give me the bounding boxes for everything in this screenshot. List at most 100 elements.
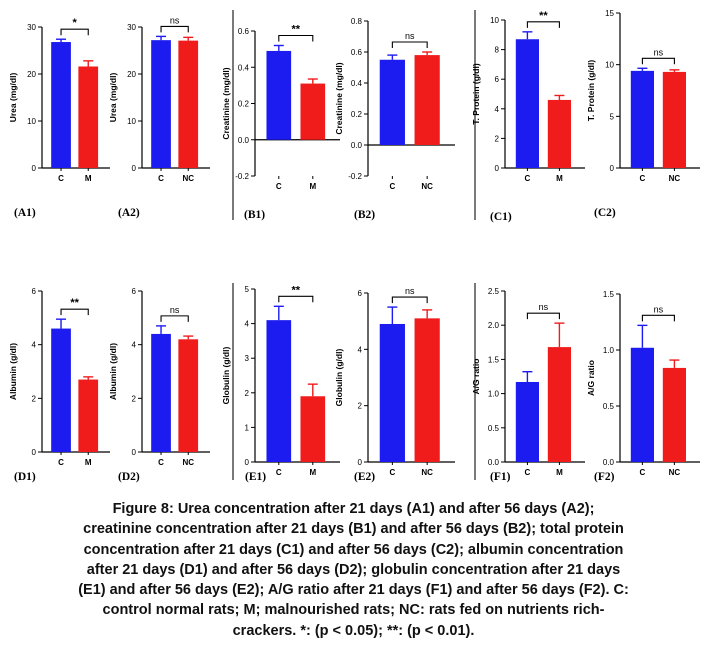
- significance-bracket: [160, 25, 189, 33]
- bar-c: [379, 59, 405, 145]
- panel-e1: 0 1 2 3 4 5 Globulin (g/dl) C M ** (E1): [221, 284, 340, 483]
- y-tick-label: 1.0: [488, 390, 500, 399]
- panel-d1: 0 2 4 6 Albumin (g/dl) C M ** (D1): [8, 287, 110, 483]
- x-tick-label: C: [158, 174, 164, 183]
- panel-label: (D2): [118, 471, 140, 483]
- significance-label: ns: [539, 302, 549, 312]
- y-tick-label: 0.0: [603, 458, 615, 467]
- y-tick-label: 2.5: [488, 287, 500, 296]
- significance-bracket: [391, 41, 428, 48]
- y-tick-label: 0: [132, 164, 137, 173]
- x-tick-label: NC: [669, 174, 681, 183]
- x-tick-label: C: [58, 458, 64, 467]
- x-tick-label: C: [389, 182, 395, 191]
- bar-c: [51, 42, 71, 168]
- y-tick-label: 10: [490, 16, 499, 25]
- caption-line: after 21 days (D1) and after 56 days (D2…: [86, 561, 621, 578]
- y-tick-label: 2: [132, 394, 137, 403]
- y-tick-label: 4: [495, 105, 500, 114]
- bar-c: [515, 39, 539, 168]
- panel-label: (C2): [594, 207, 616, 219]
- y-tick-label: 0.6: [238, 27, 250, 36]
- x-tick-label: NC: [182, 458, 194, 467]
- y-tick-label: 0.0: [488, 458, 500, 467]
- x-tick-label: C: [640, 174, 646, 183]
- panel-e2: 0 2 4 6 Globulin (g/dl) C NC ns (E2): [334, 286, 455, 483]
- x-tick-label: NC: [182, 174, 194, 183]
- panel-a1: 0 10 20 30 Urea (mg/dl) C M * (A1): [8, 17, 110, 219]
- y-tick-label: 0.5: [603, 402, 615, 411]
- significance-label: ns: [170, 305, 180, 315]
- significance-label: **: [292, 284, 301, 296]
- y-tick-label: 10: [605, 61, 614, 70]
- y-tick-label: 0.0: [351, 141, 363, 150]
- bar-m: [78, 66, 99, 168]
- y-tick-label: 2: [32, 394, 37, 403]
- bar-nc: [662, 71, 686, 168]
- y-tick-label: -0.2: [348, 172, 362, 181]
- y-tick-label: 6: [358, 289, 363, 298]
- y-tick-label: 20: [27, 70, 36, 79]
- panel-label: (E2): [354, 471, 375, 483]
- panel-label: (F1): [490, 471, 511, 483]
- y-tick-label: 2: [245, 389, 250, 398]
- bar-m: [547, 99, 571, 168]
- x-tick-label: C: [276, 468, 282, 477]
- significance-label: ns: [654, 304, 664, 314]
- y-axis-label: Urea (mg/dl): [8, 73, 18, 123]
- y-tick-label: 30: [27, 23, 36, 32]
- significance-bracket: [160, 315, 189, 322]
- significance-label: ns: [405, 286, 415, 296]
- x-tick-label: C: [525, 174, 531, 183]
- y-axis-label: Creatinine (mg/dl): [221, 67, 231, 139]
- bar-c: [151, 333, 171, 452]
- bar-m: [78, 379, 99, 452]
- bar-c: [266, 50, 292, 140]
- bar-c: [630, 347, 654, 462]
- bar-m: [300, 83, 326, 140]
- panel-label: (D1): [14, 471, 36, 483]
- y-tick-label: 4: [245, 320, 250, 329]
- y-tick-label: 0.4: [351, 79, 363, 88]
- y-tick-label: 0: [132, 448, 137, 457]
- panel-label: (C1): [490, 211, 512, 223]
- significance-bracket: [278, 34, 314, 42]
- y-tick-label: 0: [610, 164, 615, 173]
- significance-bracket: [641, 57, 675, 65]
- y-tick-label: 0.2: [238, 100, 250, 109]
- y-tick-label: 2: [358, 402, 363, 411]
- x-tick-label: C: [158, 458, 164, 467]
- y-tick-label: 4: [32, 341, 37, 350]
- x-tick-label: NC: [421, 182, 433, 191]
- y-tick-label: 4: [132, 341, 137, 350]
- y-tick-label: 6: [495, 75, 500, 84]
- y-tick-label: 10: [27, 117, 36, 126]
- x-tick-label: C: [58, 174, 64, 183]
- x-tick-label: C: [276, 182, 282, 191]
- panel-label: (F2): [594, 471, 615, 483]
- x-tick-label: C: [640, 468, 646, 477]
- y-tick-label: 0.6: [351, 48, 363, 57]
- y-axis-label: Albumin (g/dl): [108, 343, 118, 400]
- y-tick-label: 0.5: [488, 424, 500, 433]
- bar-c: [630, 70, 654, 168]
- y-axis-label: T. Protein (g/dl): [586, 60, 596, 122]
- bar-c: [51, 328, 71, 452]
- x-tick-label: M: [85, 458, 92, 467]
- bar-nc: [662, 367, 686, 462]
- bar-c: [515, 381, 539, 462]
- panel-label: (B1): [244, 209, 265, 221]
- x-tick-label: M: [309, 468, 316, 477]
- y-tick-label: 0.2: [351, 110, 363, 119]
- panel-c1: 0 2 4 6 8 10 T. Protein (g/dl) C M ** (C1): [471, 10, 585, 223]
- x-tick-label: C: [389, 468, 395, 477]
- caption-line: Figure 8: Urea concentration after 21 da…: [112, 501, 595, 517]
- y-tick-label: 1.5: [488, 355, 500, 364]
- y-tick-label: 6: [32, 287, 37, 296]
- y-tick-label: 0: [495, 164, 500, 173]
- y-tick-label: -0.2: [235, 172, 249, 181]
- panel-label: (A2): [118, 207, 140, 219]
- bar-c: [266, 320, 292, 462]
- caption-line: creatinine concentration after 21 days (…: [83, 521, 624, 538]
